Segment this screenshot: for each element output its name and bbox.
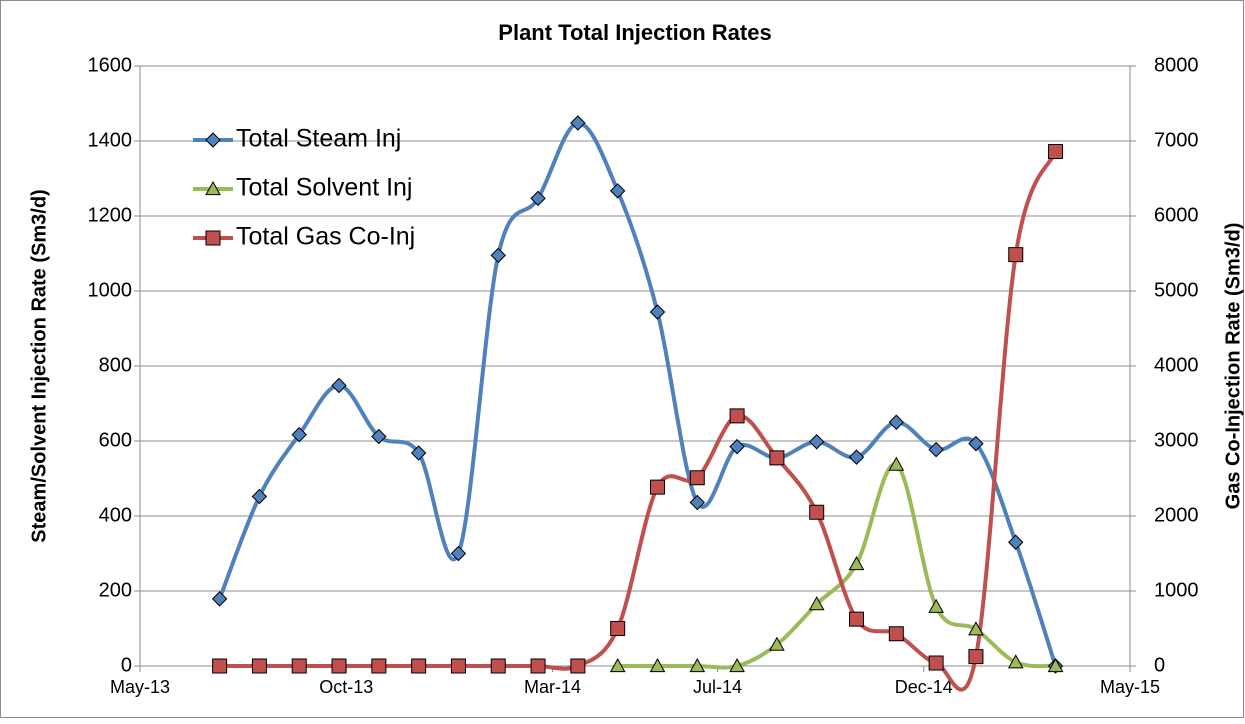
y2-tick-label: 8000 [1154,54,1199,76]
marker [689,657,706,673]
marker [609,183,626,199]
legend-label: Total Steam Inj [236,125,401,153]
marker [849,611,865,627]
y-tick-label: 600 [99,429,132,451]
marker [689,470,705,486]
marker [848,555,865,571]
marker [1048,144,1064,159]
y-tick-label: 1400 [88,129,133,151]
marker [251,488,268,505]
marker [530,190,546,207]
marker [888,456,905,471]
marker [968,621,984,636]
marker [490,658,506,674]
x-tick-label: May-15 [1100,677,1160,697]
marker [1008,534,1024,550]
marker [729,438,745,455]
y-tick-label: 200 [99,579,132,601]
legend-label: Total Solvent Inj [236,174,413,202]
marker [331,658,347,674]
marker [689,494,705,511]
marker [769,450,785,466]
marker [212,658,228,674]
marker [411,658,427,674]
marker [1047,657,1064,673]
marker [649,479,665,495]
marker [888,414,905,430]
marker [769,636,785,651]
marker [610,621,626,636]
marker [371,658,387,674]
x-tick-label: Dec-14 [895,677,953,697]
marker [251,658,267,674]
marker [609,657,626,673]
y2-axis-label: Gas Co-Injection Rate (Sm3/d) [1222,223,1244,510]
marker [371,428,387,445]
marker [331,377,347,394]
y-tick-label: 800 [99,354,132,376]
y-tick-label: 0 [121,654,132,676]
marker [968,649,984,665]
marker [808,434,825,450]
marker [928,441,944,458]
marker [649,304,666,320]
marker [570,658,586,674]
y-axis-label: Steam/Solvent Injection Rate (Sm3/d) [28,189,50,542]
x-tick-label: Jul-14 [693,677,742,697]
x-tick-label: Mar-14 [524,677,581,697]
y2-tick-label: 1000 [1154,579,1199,601]
marker [1007,654,1024,669]
y2-tick-label: 2000 [1154,504,1199,526]
marker [928,655,944,671]
marker [570,115,586,131]
y-tick-label: 1200 [88,204,133,226]
marker [450,658,466,674]
marker [205,180,221,196]
marker [205,132,221,148]
marker [450,545,467,562]
y2-tick-label: 0 [1154,654,1165,676]
marker [211,591,228,607]
marker [205,230,221,246]
marker [968,435,984,452]
y-tick-label: 1000 [88,279,133,301]
marker [649,657,666,673]
legend: Total Steam Inj Total Solvent Inj Total Ga… [193,125,415,251]
marker [808,596,825,611]
marker [928,598,944,613]
marker [848,449,865,465]
y2-tick-label: 4000 [1154,354,1199,376]
marker [490,247,506,264]
legend-label: Total Gas Co-Inj [236,223,415,251]
y2-tick-label: 3000 [1154,429,1199,451]
y2-tick-label: 7000 [1154,129,1199,151]
marker [809,504,825,520]
marker [291,658,307,674]
marker [888,626,904,642]
y2-tick-label: 6000 [1154,204,1199,226]
y-tick-label: 400 [99,504,132,526]
marker [530,658,546,674]
x-tick-label: May-13 [110,677,170,697]
marker [1008,247,1024,263]
y-tick-label: 1600 [88,54,133,76]
chart-title: Plant Total Injection Rates [498,20,771,45]
marker [291,426,307,443]
marker [729,657,745,673]
marker [410,445,427,461]
marker [729,408,745,424]
x-tick-label: Oct-13 [319,677,373,697]
y2-tick-label: 5000 [1154,279,1199,301]
